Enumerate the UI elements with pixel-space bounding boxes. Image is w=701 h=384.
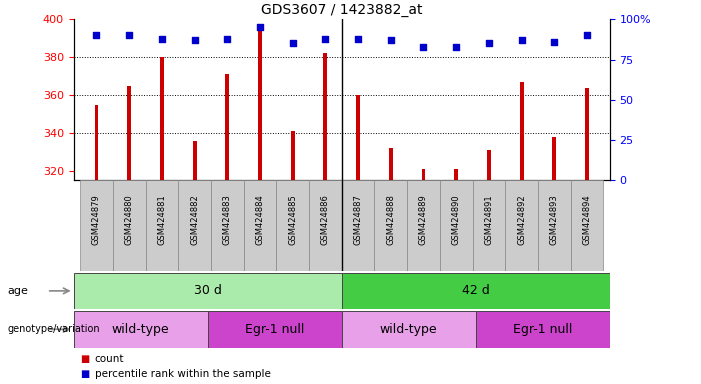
Text: GSM424892: GSM424892 xyxy=(517,194,526,245)
FancyBboxPatch shape xyxy=(407,180,440,271)
FancyBboxPatch shape xyxy=(342,311,476,348)
FancyBboxPatch shape xyxy=(342,273,610,309)
Text: 30 d: 30 d xyxy=(193,285,222,297)
FancyBboxPatch shape xyxy=(476,311,610,348)
Text: 42 d: 42 d xyxy=(462,285,490,297)
Text: GSM424886: GSM424886 xyxy=(321,194,330,245)
FancyBboxPatch shape xyxy=(178,180,211,271)
Text: count: count xyxy=(95,354,124,364)
Bar xyxy=(421,169,426,180)
FancyBboxPatch shape xyxy=(80,180,113,271)
Point xyxy=(287,40,299,46)
Point xyxy=(549,39,560,45)
Text: ■: ■ xyxy=(81,369,90,379)
Bar xyxy=(323,53,327,180)
Text: GSM424879: GSM424879 xyxy=(92,194,101,245)
FancyBboxPatch shape xyxy=(211,180,244,271)
FancyBboxPatch shape xyxy=(505,180,538,271)
Title: GDS3607 / 1423882_at: GDS3607 / 1423882_at xyxy=(261,3,423,17)
Text: ■: ■ xyxy=(81,354,90,364)
Bar xyxy=(454,169,458,180)
Point xyxy=(320,35,331,41)
FancyBboxPatch shape xyxy=(309,180,342,271)
Text: GSM424885: GSM424885 xyxy=(288,194,297,245)
FancyBboxPatch shape xyxy=(74,273,342,309)
FancyBboxPatch shape xyxy=(276,180,309,271)
Point xyxy=(516,37,527,43)
FancyBboxPatch shape xyxy=(538,180,571,271)
Text: genotype/variation: genotype/variation xyxy=(7,324,100,334)
Bar xyxy=(193,141,196,180)
Text: GSM424893: GSM424893 xyxy=(550,194,559,245)
Point xyxy=(385,37,396,43)
Text: GSM424887: GSM424887 xyxy=(353,194,362,245)
Point xyxy=(451,43,462,50)
Bar xyxy=(95,104,98,180)
Text: GSM424884: GSM424884 xyxy=(255,194,264,245)
Text: GSM424888: GSM424888 xyxy=(386,194,395,245)
Text: percentile rank within the sample: percentile rank within the sample xyxy=(95,369,271,379)
Bar xyxy=(487,150,491,180)
Text: Egr-1 null: Egr-1 null xyxy=(513,323,573,336)
Text: GSM424891: GSM424891 xyxy=(484,194,494,245)
Text: age: age xyxy=(7,286,28,296)
FancyBboxPatch shape xyxy=(74,311,207,348)
Point xyxy=(189,37,200,43)
FancyBboxPatch shape xyxy=(146,180,178,271)
Text: GSM424883: GSM424883 xyxy=(223,194,232,245)
Bar xyxy=(160,57,164,180)
Bar xyxy=(291,131,294,180)
Text: GSM424890: GSM424890 xyxy=(451,194,461,245)
Point xyxy=(581,32,592,38)
Bar xyxy=(585,88,589,180)
Text: GSM424889: GSM424889 xyxy=(419,194,428,245)
Point xyxy=(123,32,135,38)
Point xyxy=(353,35,364,41)
Text: GSM424880: GSM424880 xyxy=(125,194,134,245)
Bar xyxy=(225,74,229,180)
FancyBboxPatch shape xyxy=(571,180,604,271)
FancyBboxPatch shape xyxy=(244,180,276,271)
Text: Egr-1 null: Egr-1 null xyxy=(245,323,304,336)
Text: wild-type: wild-type xyxy=(380,323,437,336)
FancyBboxPatch shape xyxy=(342,180,374,271)
Point xyxy=(483,40,494,46)
FancyBboxPatch shape xyxy=(374,180,407,271)
Text: GSM424894: GSM424894 xyxy=(583,194,592,245)
Bar xyxy=(356,95,360,180)
Text: GSM424881: GSM424881 xyxy=(158,194,166,245)
Bar xyxy=(128,86,131,180)
FancyBboxPatch shape xyxy=(440,180,472,271)
Point xyxy=(254,24,266,30)
Bar xyxy=(389,148,393,180)
Point xyxy=(418,43,429,50)
FancyBboxPatch shape xyxy=(113,180,146,271)
Bar xyxy=(258,25,262,180)
Point xyxy=(156,35,168,41)
Point xyxy=(91,32,102,38)
Bar xyxy=(552,137,557,180)
FancyBboxPatch shape xyxy=(472,180,505,271)
Text: GSM424882: GSM424882 xyxy=(190,194,199,245)
Point xyxy=(222,35,233,41)
Text: wild-type: wild-type xyxy=(112,323,170,336)
FancyBboxPatch shape xyxy=(207,311,342,348)
Bar xyxy=(519,82,524,180)
